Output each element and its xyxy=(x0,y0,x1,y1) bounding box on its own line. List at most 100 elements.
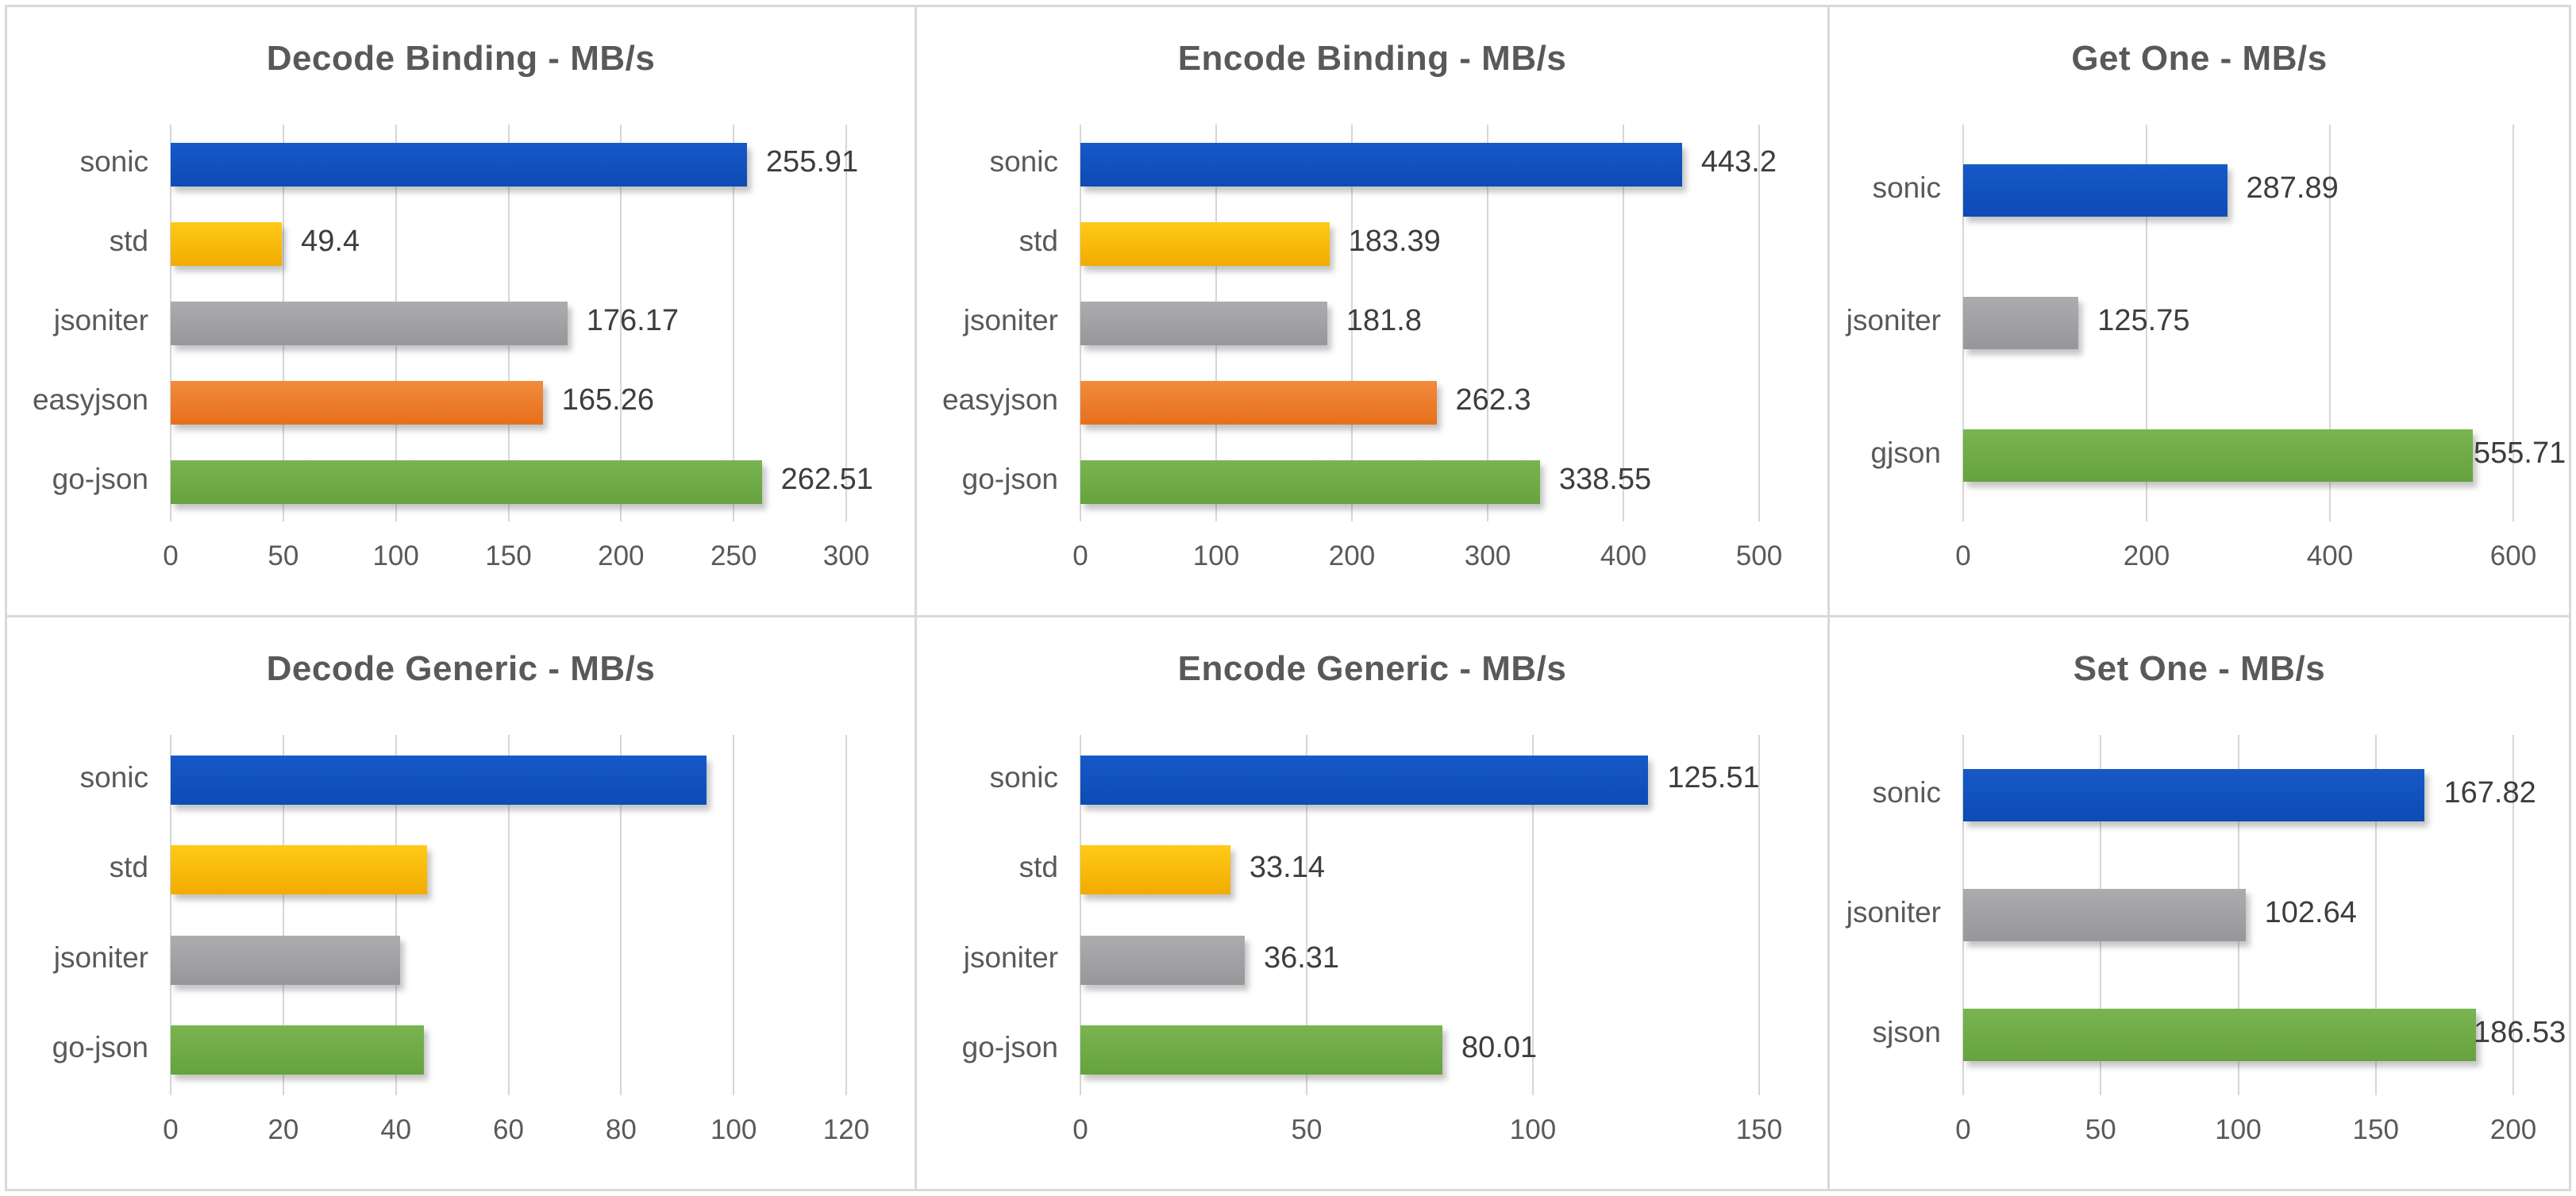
x-axis-tick-label: 100 xyxy=(2215,1114,2262,1145)
value-label: 125.75 xyxy=(2097,304,2190,337)
value-label: 102.64 xyxy=(2264,896,2357,929)
value-label: 181.8 xyxy=(1346,304,1422,337)
bar-std xyxy=(171,221,283,266)
value-label: 33.14 xyxy=(1249,851,1325,885)
category-label: jsoniter xyxy=(53,940,148,974)
value-label: 49.4 xyxy=(301,225,360,258)
chart-panel-encode-generic: Encode Generic - MB/s 0 50 100 150 sonic 125.… xyxy=(917,617,1830,1189)
chart-title: Encode Generic - MB/s xyxy=(1177,649,1567,688)
bar-sonic xyxy=(171,142,747,187)
chart-title: Encode Binding - MB/s xyxy=(1177,39,1567,78)
gridline xyxy=(1758,125,1760,521)
category-label: sonic xyxy=(989,145,1058,178)
x-axis-tick-label: 100 xyxy=(372,540,419,571)
gridline xyxy=(1080,735,1081,1095)
value-label: 443.2 xyxy=(1700,145,1777,179)
category-label: std xyxy=(109,225,148,257)
x-axis-tick-label: 80 xyxy=(605,1114,637,1145)
category-label: std xyxy=(109,851,148,884)
bar-go-json xyxy=(1080,1025,1443,1075)
value-label: 125.51 xyxy=(1667,760,1760,794)
x-axis-tick-label: 0 xyxy=(163,1114,179,1145)
gridline xyxy=(620,735,622,1095)
value-label: 36.31 xyxy=(1263,940,1340,975)
value-label: 176.17 xyxy=(586,304,679,337)
x-axis-tick-label: 300 xyxy=(1464,540,1511,571)
x-axis-tick-label: 200 xyxy=(1328,540,1376,571)
x-axis-tick-label: 100 xyxy=(710,1114,757,1145)
value-label: 262.51 xyxy=(780,463,873,496)
chart-title: Decode Binding - MB/s xyxy=(266,39,656,78)
bar-sonic xyxy=(1080,755,1649,805)
plot-area: 0 50 100 150 sonic 125.51 std 33.14 jsoniter 36.3… xyxy=(917,617,1827,1189)
bar-go-json xyxy=(1080,460,1540,504)
gridline xyxy=(170,735,171,1095)
category-label: jsoniter xyxy=(53,304,148,336)
x-axis-tick-label: 200 xyxy=(2489,1114,2537,1145)
category-label: std xyxy=(1018,225,1058,257)
bar-std xyxy=(1080,845,1230,895)
gridline xyxy=(1532,735,1534,1095)
gridline xyxy=(1758,735,1760,1095)
category-label: sonic xyxy=(989,760,1058,794)
x-axis-tick-label: 20 xyxy=(268,1114,299,1145)
value-label: 287.89 xyxy=(2246,171,2339,206)
category-label: go-json xyxy=(961,1031,1058,1064)
chart-title: Decode Generic - MB/s xyxy=(266,649,656,688)
plot-area: 0 20 40 60 80 100 120 sonic std jsoniter go-json xyxy=(7,617,914,1189)
bar-sjson xyxy=(1963,1009,2477,1062)
x-axis-tick-label: 0 xyxy=(1072,1114,1088,1145)
chart-title: Set One - MB/s xyxy=(2073,649,2326,688)
value-label: 80.01 xyxy=(1461,1031,1538,1065)
category-label: sonic xyxy=(1872,171,1941,205)
x-axis-tick-label: 150 xyxy=(485,540,532,571)
gridline xyxy=(733,125,735,521)
x-axis-tick-label: 0 xyxy=(1955,1114,1971,1145)
category-label: easyjson xyxy=(941,383,1058,416)
value-label: 255.91 xyxy=(765,145,859,179)
gridline xyxy=(2374,735,2377,1095)
chart-panel-get-one: Get One - MB/s 0 200 400 600 sonic 287.89 json… xyxy=(1830,7,2569,617)
x-axis-tick-label: 100 xyxy=(1192,540,1240,571)
x-axis-tick-label: 50 xyxy=(2085,1114,2116,1145)
value-label: 262.3 xyxy=(1455,383,1531,417)
x-axis-tick-label: 0 xyxy=(1955,540,1971,571)
category-label: std xyxy=(1018,851,1058,884)
value-label: 183.39 xyxy=(1348,225,1441,258)
x-axis-tick-label: 40 xyxy=(380,1114,412,1145)
plot-area: 0 200 400 600 sonic 287.89 jsoniter 125.75 gjson… xyxy=(1830,7,2569,615)
bar-jsoniter xyxy=(171,935,400,985)
chart-panel-decode-binding: Decode Binding - MB/s 0 50 100 150 200 250 300… xyxy=(7,7,917,617)
gridline xyxy=(620,125,622,521)
plot-area: 0 100 200 300 400 500 sonic 443.2 std 183.39 jsoni… xyxy=(917,7,1827,615)
category-label: jsoniter xyxy=(1846,304,1941,336)
bar-jsoniter xyxy=(1963,889,2246,941)
gridline xyxy=(1487,125,1488,521)
gridline xyxy=(1351,125,1353,521)
bar-go-json xyxy=(171,1025,425,1075)
bar-gjson xyxy=(1963,429,2473,482)
chart-panel-set-one: Set One - MB/s 0 50 100 150 200 sonic 167.82 js… xyxy=(1830,617,2569,1189)
bar-sonic xyxy=(171,755,707,805)
category-label: go-json xyxy=(52,1031,148,1064)
gridline xyxy=(2329,125,2331,521)
x-axis-tick-label: 500 xyxy=(1735,540,1783,571)
x-axis-tick-label: 0 xyxy=(1072,540,1088,571)
category-label: sonic xyxy=(1872,775,1941,809)
plot-area: 0 50 100 150 200 sonic 167.82 jsoniter 102.64 sjs… xyxy=(1830,617,2569,1189)
bar-std xyxy=(171,845,428,895)
x-axis-tick-label: 300 xyxy=(822,540,870,571)
value-label: 338.55 xyxy=(1558,463,1652,496)
x-axis-tick-label: 600 xyxy=(2489,540,2537,571)
category-label: sonic xyxy=(79,760,148,794)
bar-sonic xyxy=(1963,768,2425,821)
x-axis-tick-label: 0 xyxy=(163,540,179,571)
x-axis-tick-label: 50 xyxy=(1291,1114,1323,1145)
gridline xyxy=(1623,125,1624,521)
category-label: jsoniter xyxy=(1846,896,1941,929)
category-label: gjson xyxy=(1870,436,1941,469)
chart-panel-encode-binding: Encode Binding - MB/s 0 100 200 300 400 500 so… xyxy=(917,7,1830,617)
x-axis-tick-label: 200 xyxy=(2123,540,2170,571)
bar-jsoniter xyxy=(1080,301,1327,345)
